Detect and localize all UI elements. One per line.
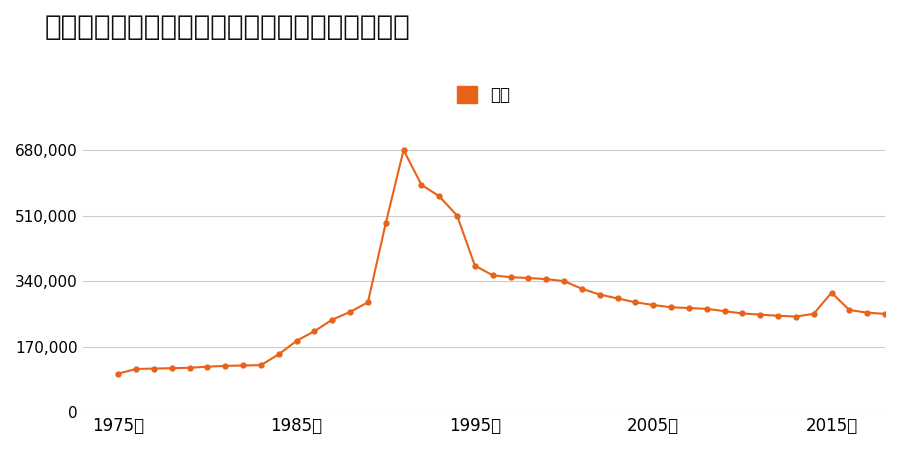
Text: 東京都三鷹市牟礼１丁目１５１１番７の地価推移: 東京都三鷹市牟礼１丁目１５１１番７の地価推移 [45, 14, 410, 41]
Legend: 価格: 価格 [451, 79, 518, 111]
